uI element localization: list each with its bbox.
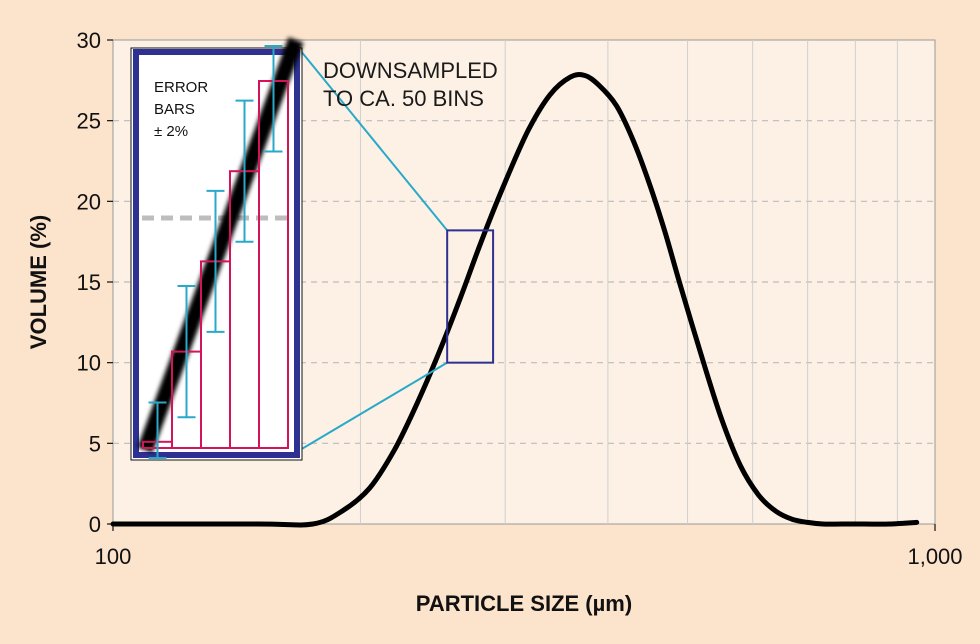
curve-layer bbox=[110, 72, 920, 528]
distribution-curve bbox=[110, 72, 920, 528]
inset-label: ERROR BARS ± 2% bbox=[154, 79, 212, 140]
connector-top bbox=[299, 49, 448, 232]
y-tick-label-15: 15 bbox=[77, 270, 101, 295]
inset-curve-zoomed bbox=[137, 37, 304, 453]
inset-label-line-2: BARS bbox=[154, 101, 195, 118]
connector-bottom bbox=[299, 361, 448, 451]
zoom-box bbox=[446, 229, 495, 364]
inset-label-line-1: ERROR bbox=[154, 79, 208, 96]
x-axis-title: PARTICLE SIZE (µm) bbox=[416, 591, 632, 616]
inset-panel: ERROR BARS ± 2% bbox=[130, 37, 304, 461]
inset-label-line-3: ± 2% bbox=[154, 123, 188, 140]
inset-error-bars bbox=[148, 45, 283, 459]
annotation-line-1: DOWNSAMPLED bbox=[323, 58, 498, 83]
y-tick-label-5: 5 bbox=[89, 431, 101, 456]
y-tick-label-30: 30 bbox=[77, 28, 101, 53]
y-axis-title: VOLUME (%) bbox=[26, 215, 51, 349]
downsample-annotation: DOWNSAMPLED TO CA. 50 BINS bbox=[323, 58, 504, 111]
x-axis-ticks: 100 1,000 bbox=[95, 524, 963, 569]
zoom-connectors bbox=[299, 49, 448, 451]
x-tick-label-100: 100 bbox=[95, 544, 132, 569]
y-tick-label-25: 25 bbox=[77, 109, 101, 134]
y-axis-ticks: 0 5 10 15 20 25 30 bbox=[77, 28, 113, 537]
x-tick-label-1000: 1,000 bbox=[907, 544, 962, 569]
y-tick-label-20: 20 bbox=[77, 189, 101, 214]
y-tick-label-0: 0 bbox=[89, 512, 101, 537]
y-tick-label-10: 10 bbox=[77, 351, 101, 376]
annotation-line-2: TO CA. 50 BINS bbox=[323, 86, 484, 111]
